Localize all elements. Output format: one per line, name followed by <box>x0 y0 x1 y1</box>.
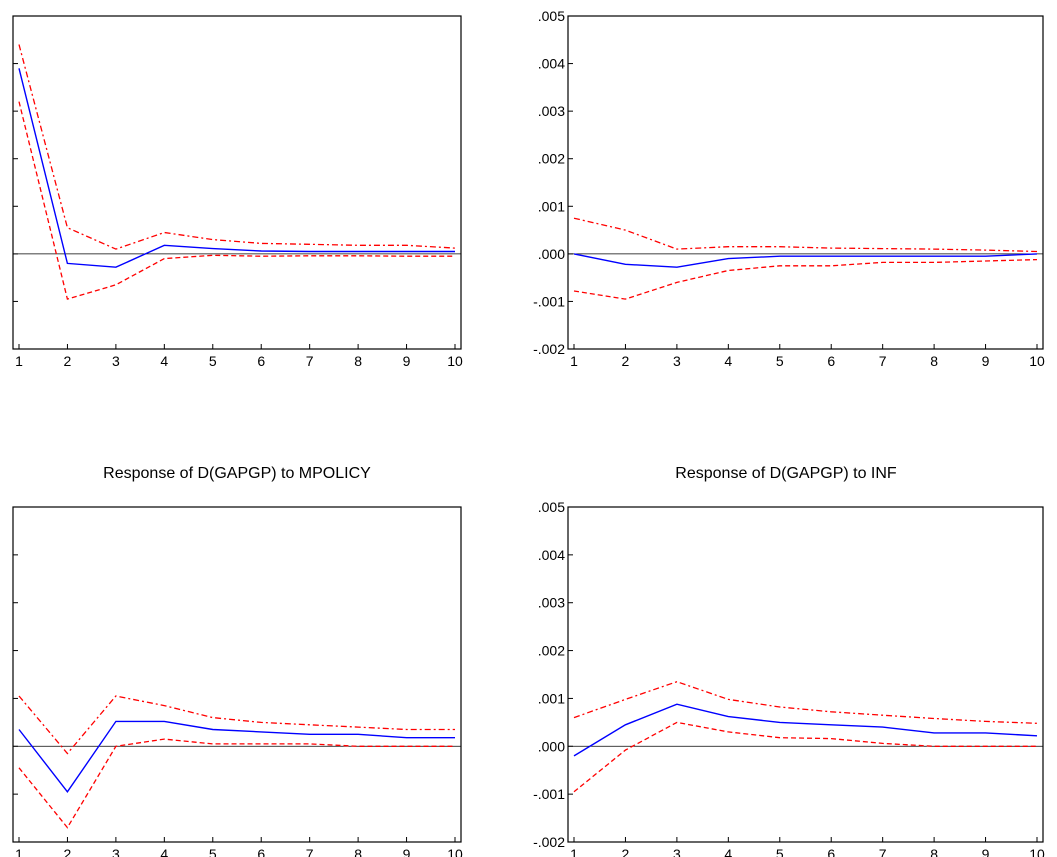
x-tick-label: 3 <box>673 353 681 369</box>
x-tick-label: 6 <box>257 353 265 369</box>
x-tick-label: 1 <box>570 846 578 857</box>
upper-band-line <box>18 44 456 250</box>
upper-band-line <box>573 681 1038 724</box>
x-tick-label: 9 <box>982 353 990 369</box>
plot-frame <box>12 506 462 843</box>
x-tick-label: 10 <box>447 353 463 369</box>
x-tick-label: 3 <box>673 846 681 857</box>
y-tick-label: -.002 <box>533 834 565 850</box>
response-line <box>573 703 1038 757</box>
x-tick-label: 1 <box>15 846 23 857</box>
x-tick-label: 2 <box>64 353 72 369</box>
x-tick-label: 4 <box>724 353 732 369</box>
x-tick-label: 8 <box>930 846 938 857</box>
x-tick-label: 5 <box>209 353 217 369</box>
x-tick-label: 4 <box>160 353 168 369</box>
y-tick-label: .005 <box>538 499 565 515</box>
y-tick-label: -.001 <box>533 293 565 309</box>
lower-band-line <box>18 101 455 300</box>
x-tick-label: 7 <box>879 846 887 857</box>
chart-panel-4: .005 .004 .003 .002 .001 .000 -.001 -.002 1 2 3 4 5 6… <box>533 499 1045 857</box>
x-tick-label: 6 <box>827 353 835 369</box>
x-tick-label: 1 <box>15 353 23 369</box>
x-tick-label: 5 <box>776 846 784 857</box>
response-line <box>18 68 455 268</box>
panel-title-3: Response of D(GAPGP) to MPOLICY <box>103 465 371 482</box>
y-tick-label: .002 <box>538 643 565 659</box>
lower-band-line <box>573 721 1037 793</box>
x-tick-label: 9 <box>403 846 411 857</box>
y-tick-label: .000 <box>538 246 565 262</box>
x-tick-label: 3 <box>112 353 120 369</box>
y-tick-label: .001 <box>538 198 565 214</box>
response-line <box>18 720 455 793</box>
lower-band-line <box>573 258 1038 300</box>
y-tick-label: .002 <box>538 151 565 167</box>
plot-frame <box>567 506 1044 843</box>
y-tick-label: .004 <box>538 547 565 563</box>
x-tick-label: 8 <box>354 846 362 857</box>
x-tick-label: 7 <box>879 353 887 369</box>
response-line <box>573 253 1038 268</box>
plot-frame <box>567 15 1044 350</box>
x-tick-label: 5 <box>209 846 217 857</box>
x-tick-label: 10 <box>447 846 463 857</box>
plot-frame <box>12 15 462 350</box>
x-tick-label: 1 <box>570 353 578 369</box>
y-tick-label: .005 <box>538 8 565 24</box>
y-tick-label: .003 <box>538 103 565 119</box>
chart-panel-3: 1 2 3 4 5 6 7 8 9 10 <box>12 506 463 857</box>
x-tick-label: 4 <box>724 846 732 857</box>
x-tick-label: 10 <box>1029 353 1045 369</box>
x-tick-label: 8 <box>930 353 938 369</box>
x-tick-label: 7 <box>306 353 314 369</box>
chart-panel-1: 1 2 3 4 5 6 7 8 9 10 <box>12 15 463 369</box>
x-tick-label: 2 <box>64 846 72 857</box>
y-tick-label: -.001 <box>533 786 565 802</box>
x-tick-label: 3 <box>112 846 120 857</box>
x-tick-label: 4 <box>160 846 168 857</box>
y-tick-label: .004 <box>538 56 565 72</box>
panel-title-4: Response of D(GAPGP) to INF <box>675 465 897 482</box>
x-tick-label: 10 <box>1029 846 1045 857</box>
chart-panel-2: .005 .004 .003 .002 .001 .000 -.001 -.002 1 2 3 4 5 6… <box>533 8 1045 369</box>
x-tick-label: 9 <box>403 353 411 369</box>
y-tick-label: -.002 <box>533 341 565 357</box>
x-tick-label: 5 <box>776 353 784 369</box>
y-tick-label: .001 <box>538 690 565 706</box>
x-tick-label: 7 <box>306 846 314 857</box>
x-tick-label: 2 <box>622 353 630 369</box>
x-tick-label: 2 <box>622 846 630 857</box>
lower-band-line <box>18 738 455 829</box>
y-tick-label: .000 <box>538 738 565 754</box>
x-tick-label: 6 <box>257 846 265 857</box>
upper-band-line <box>573 217 1038 253</box>
y-tick-label: .003 <box>538 595 565 611</box>
x-tick-label: 9 <box>982 846 990 857</box>
x-tick-label: 8 <box>354 353 362 369</box>
upper-band-line <box>18 695 455 755</box>
x-tick-label: 6 <box>827 846 835 857</box>
